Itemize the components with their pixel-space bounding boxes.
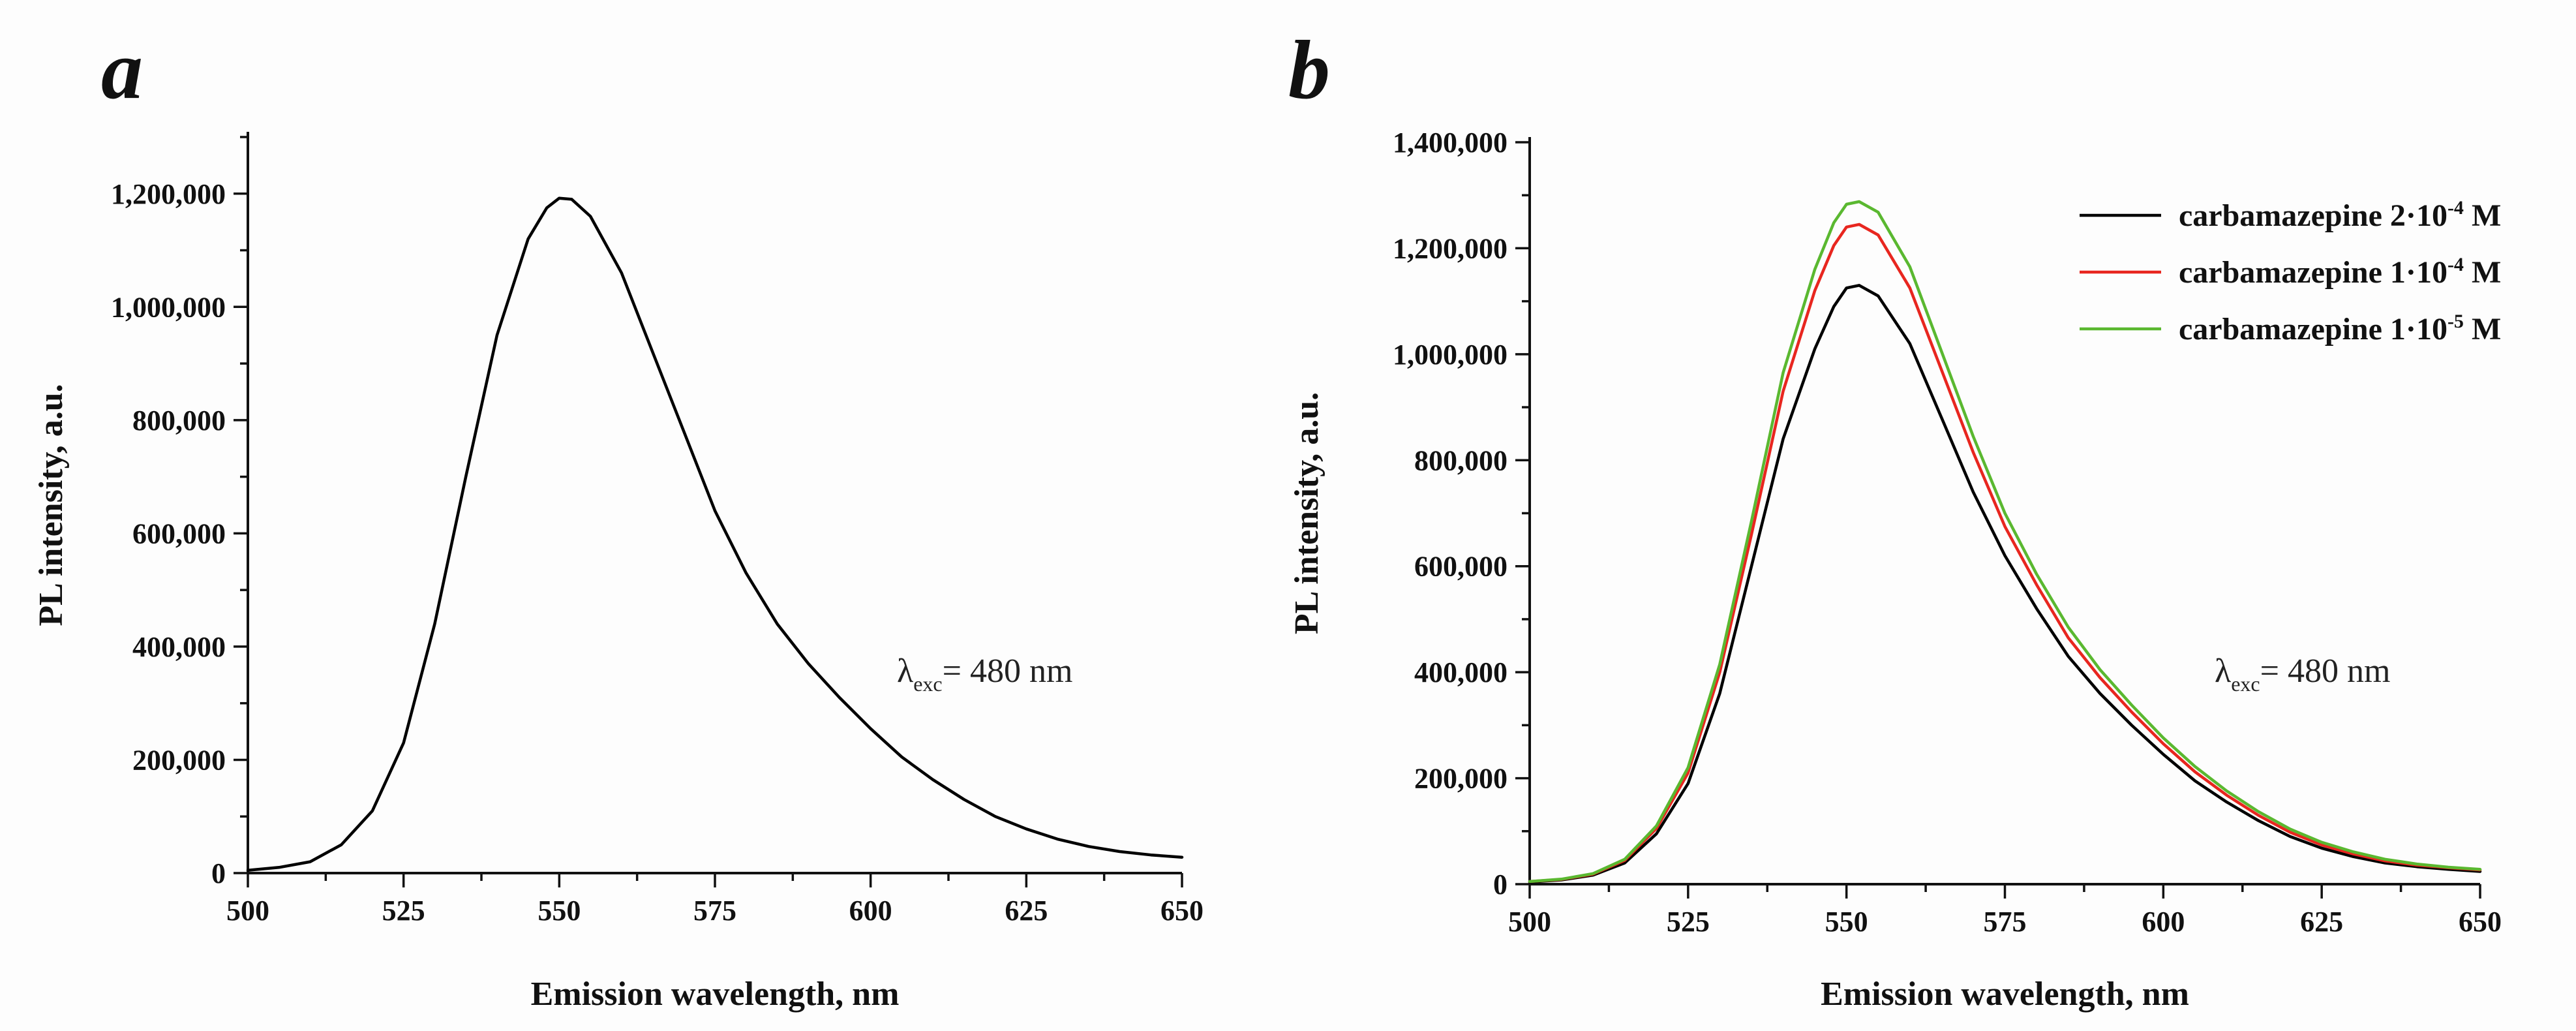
- x-axis-title: Emission wavelength, nm: [531, 976, 900, 1013]
- x-tick-label: 625: [2300, 906, 2343, 938]
- panel-a-chart: a 500 525 550 575 600 625 650 0 200,000 400,000 600…: [33, 23, 1204, 1013]
- x-tick-label: 550: [538, 895, 581, 927]
- x-tick-label: 625: [1005, 895, 1048, 927]
- series-line-1: [1528, 223, 2482, 884]
- y-tick-label: 400,000: [1414, 656, 1508, 688]
- x-tick-label: 575: [1984, 906, 2027, 938]
- annotation-subscript: exc: [2231, 672, 2260, 696]
- legend-name: carbamazepine 1·10: [2179, 255, 2447, 290]
- y-tick-label: 400,000: [132, 631, 226, 663]
- legend-entry: carbamazepine 1·10-5 M: [2179, 311, 2501, 346]
- y-tick-label: 1,200,000: [1393, 232, 1508, 264]
- legend-name: carbamazepine 1·10: [2179, 312, 2447, 346]
- legend-entry: carbamazepine 1·10-4 M: [2179, 254, 2501, 290]
- y-tick-label: 0: [211, 857, 226, 889]
- y-tick-label: 200,000: [132, 744, 226, 776]
- panel-label: a: [101, 23, 143, 116]
- annotation-symbol: λ: [2215, 653, 2231, 690]
- y-tick-label: 800,000: [1414, 444, 1508, 476]
- x-tick-label: 650: [2459, 906, 2502, 938]
- annotation-subscript: exc: [913, 672, 942, 696]
- x-tick-label: 525: [1667, 906, 1710, 938]
- x-tick-label: 525: [382, 895, 425, 927]
- annotation-symbol: λ: [897, 653, 913, 690]
- series-line-0: [246, 196, 1184, 872]
- series-line-2: [1528, 200, 2482, 884]
- y-tick-label: 1,000,000: [111, 291, 226, 323]
- excitation-annotation: λexc= 480 nm: [2215, 653, 2390, 696]
- legend-exponent: -5: [2447, 311, 2464, 332]
- x-tick-label: 550: [1825, 906, 1868, 938]
- x-tick-label: 575: [693, 895, 736, 927]
- series-line-0: [1528, 284, 2482, 884]
- excitation-annotation: λexc= 480 nm: [897, 653, 1072, 696]
- x-tick-label: 500: [226, 895, 269, 927]
- y-tick-label: 200,000: [1414, 763, 1508, 795]
- x-tick-label: 600: [849, 895, 892, 927]
- legend-exponent: -4: [2447, 254, 2464, 275]
- x-tick-label: 650: [1160, 895, 1204, 927]
- y-tick-label: 1,000,000: [1393, 339, 1508, 371]
- annotation-text: = 480 nm: [943, 653, 1073, 690]
- y-tick-label: 800,000: [132, 405, 226, 437]
- y-tick-label: 600,000: [132, 517, 226, 549]
- y-tick-label: 1,400,000: [1393, 127, 1508, 159]
- legend-entry: carbamazepine 2·10-4 M: [2179, 197, 2501, 233]
- annotation-text: = 480 nm: [2260, 653, 2391, 690]
- x-tick-label: 600: [2142, 906, 2185, 938]
- panel-b-chart: b 500 525 550 575 600 625 650 0 200,000 400,000 600…: [1288, 23, 2502, 1013]
- y-tick-label: 0: [1493, 869, 1508, 900]
- legend-unit: M: [2464, 255, 2501, 290]
- panel-label: b: [1288, 23, 1330, 116]
- legend-name: carbamazepine 2·10: [2179, 198, 2447, 233]
- x-tick-label: 500: [1508, 906, 1551, 938]
- legend-unit: M: [2464, 312, 2501, 346]
- y-tick-label: 1,200,000: [111, 178, 226, 210]
- legend-unit: M: [2464, 198, 2501, 233]
- y-axis-title: PL intensity, a.u.: [33, 384, 70, 626]
- x-axis-title: Emission wavelength, nm: [1821, 976, 2189, 1013]
- legend-exponent: -4: [2447, 197, 2464, 219]
- y-axis-title: PL intensity, a.u.: [1288, 392, 1326, 634]
- y-tick-label: 600,000: [1414, 551, 1508, 583]
